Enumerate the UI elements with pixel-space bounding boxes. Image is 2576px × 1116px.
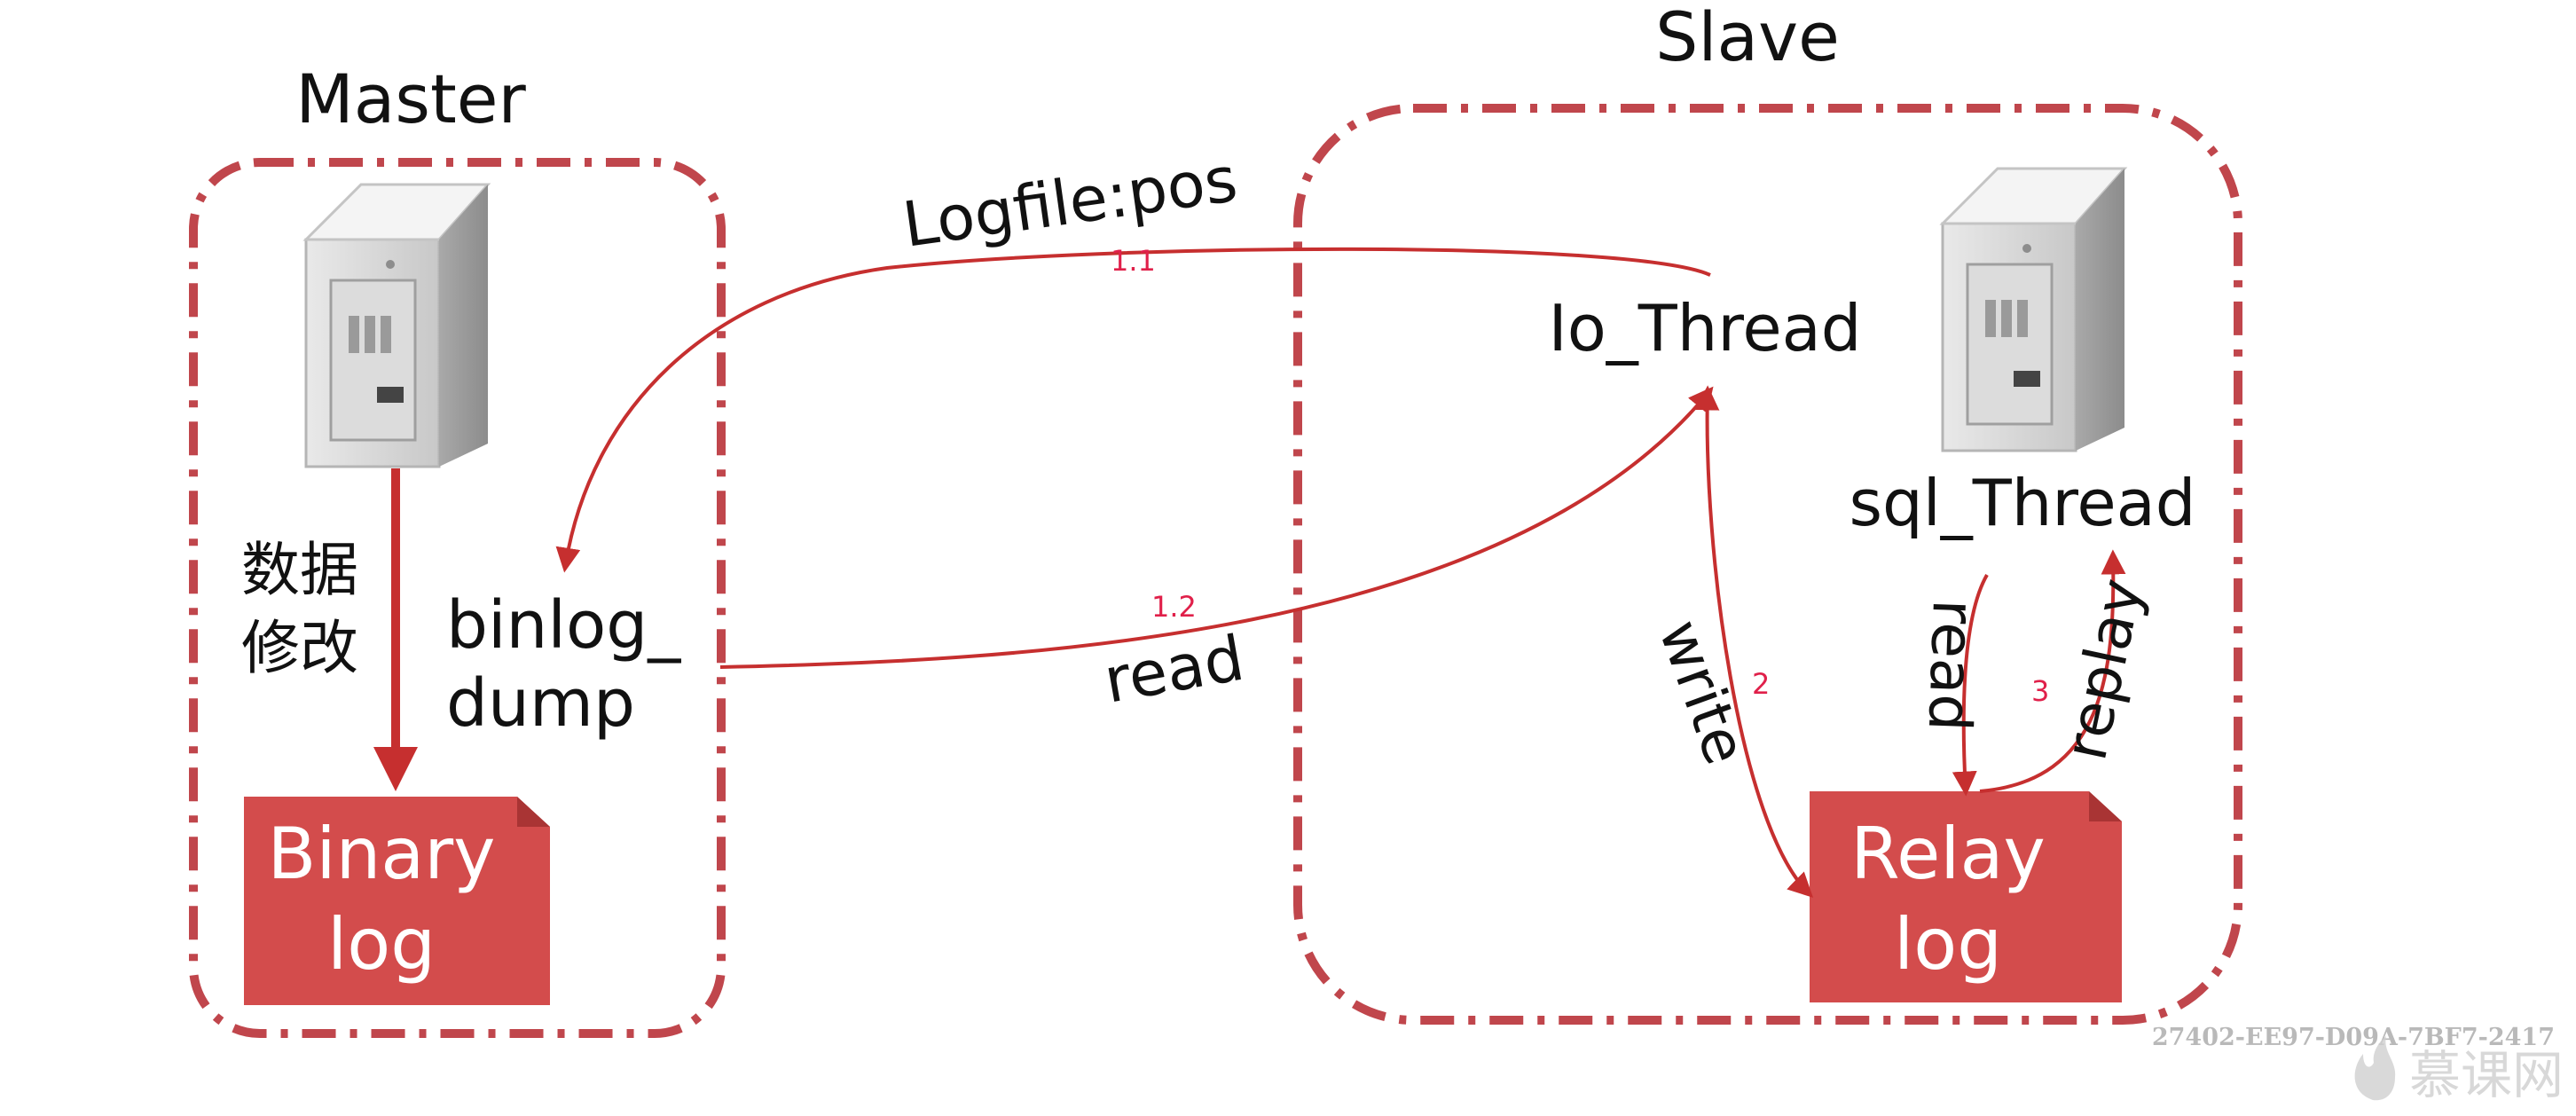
step-1-2-label: 1.2: [1151, 590, 1197, 624]
slave-title: Slave: [1655, 0, 1840, 76]
binlog-dump-label-line1: binlog_: [446, 587, 681, 664]
slave-server-icon: [1939, 167, 2128, 452]
slave-border: [1293, 104, 2242, 1025]
edge-write: [1694, 385, 1814, 898]
binary-log-label-line1: Binary: [267, 813, 495, 895]
watermark: 27402-EE97-D09A-7BF7-2417 慕课网: [2152, 1024, 2564, 1105]
data-change-label-line1: 数据: [241, 536, 358, 604]
relay-log-doc: Relay log: [1810, 791, 2122, 1002]
watermark-brand: 慕课网: [2409, 1045, 2564, 1105]
master-server-icon: [302, 183, 491, 468]
flame-icon: [2354, 1036, 2396, 1101]
edge-replay: [1979, 549, 2126, 793]
binary-log-label-line2: log: [327, 903, 436, 986]
master-title: Master: [295, 59, 526, 138]
edge-logfile-pos-label: Logfile:pos: [899, 143, 1242, 262]
binary-log-doc: Binary log: [244, 797, 550, 1005]
edge-read-binlog-label: read: [1099, 622, 1249, 718]
data-change-label-line2: 修改: [241, 614, 358, 682]
step-1-1-label: 1.1: [1111, 244, 1156, 278]
master-node: Master 数据 修改 binlog_ dump Binary log: [189, 59, 726, 1038]
step-3-label: 3: [2031, 674, 2049, 708]
slave-node: Slave Io_Thread sql_Thread Relay log: [1293, 0, 2242, 1025]
edge-logfile-pos: [555, 247, 1711, 573]
relay-log-label-line1: Relay: [1850, 813, 2046, 895]
watermark-code: 27402-EE97-D09A-7BF7-2417: [2152, 1024, 2555, 1051]
master-border: [189, 158, 726, 1038]
edge-read-binlog: [719, 386, 1714, 669]
step-2-label: 2: [1752, 667, 1770, 701]
relay-log-label-line2: log: [1894, 903, 2002, 986]
io-thread-label: Io_Thread: [1548, 291, 1861, 365]
sql-thread-label: sql_Thread: [1850, 466, 2196, 540]
edge-replay-label: replay: [2051, 573, 2156, 766]
binlog-dump-label-line2: dump: [446, 665, 635, 742]
edge-write-label: write: [1645, 611, 1760, 773]
edge-read-relay-label: read: [1915, 598, 1988, 732]
edge-read-relay: [1952, 574, 1989, 797]
